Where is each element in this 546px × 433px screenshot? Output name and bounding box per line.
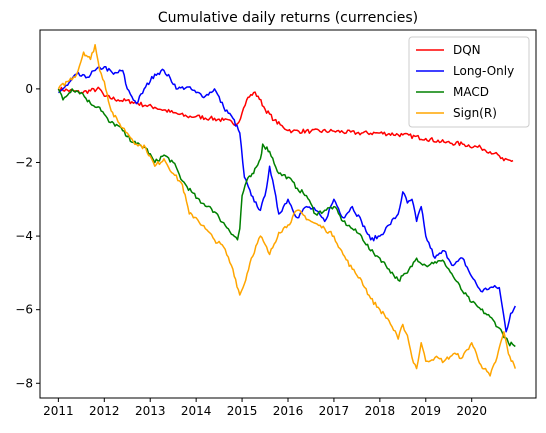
legend-label: DQN [453, 43, 481, 57]
x-tick-label: 2011 [43, 404, 74, 418]
y-tick-label: −2 [15, 155, 33, 169]
x-tick-label: 2017 [319, 404, 350, 418]
y-tick-label: −8 [15, 376, 33, 390]
legend-label: Sign(R) [453, 106, 497, 120]
legend-box [408, 36, 530, 128]
series-line-dqn [57, 86, 514, 163]
y-tick-label: 0 [25, 82, 33, 96]
x-axis-ticks: 2011 2012 2013 2014 2015 2016 2017 2018 2019 2020 [43, 398, 487, 418]
x-tick-label: 2018 [365, 404, 396, 418]
series-line-sign-r [57, 43, 517, 377]
chart-title: Cumulative daily returns (currencies) [158, 10, 418, 26]
x-tick-label: 2015 [227, 404, 258, 418]
legend: DQN Long-Only MACD Sign(R) [408, 36, 530, 128]
series-line-macd [57, 88, 516, 348]
x-tick-label: 2012 [89, 404, 120, 418]
x-tick-label: 2016 [273, 404, 304, 418]
y-tick-label: −4 [15, 229, 33, 243]
legend-label: MACD [453, 85, 489, 99]
series-line-long-only [58, 65, 516, 333]
legend-label: Long-Only [453, 64, 514, 78]
x-tick-label: 2013 [135, 404, 166, 418]
x-tick-label: 2014 [181, 404, 212, 418]
plot-lines [57, 43, 517, 377]
x-tick-label: 2019 [411, 404, 442, 418]
y-axis-ticks: 0 −2 −4 −6 −8 [15, 82, 40, 390]
x-tick-label: 2020 [456, 404, 487, 418]
y-tick-label: −6 [15, 303, 33, 317]
